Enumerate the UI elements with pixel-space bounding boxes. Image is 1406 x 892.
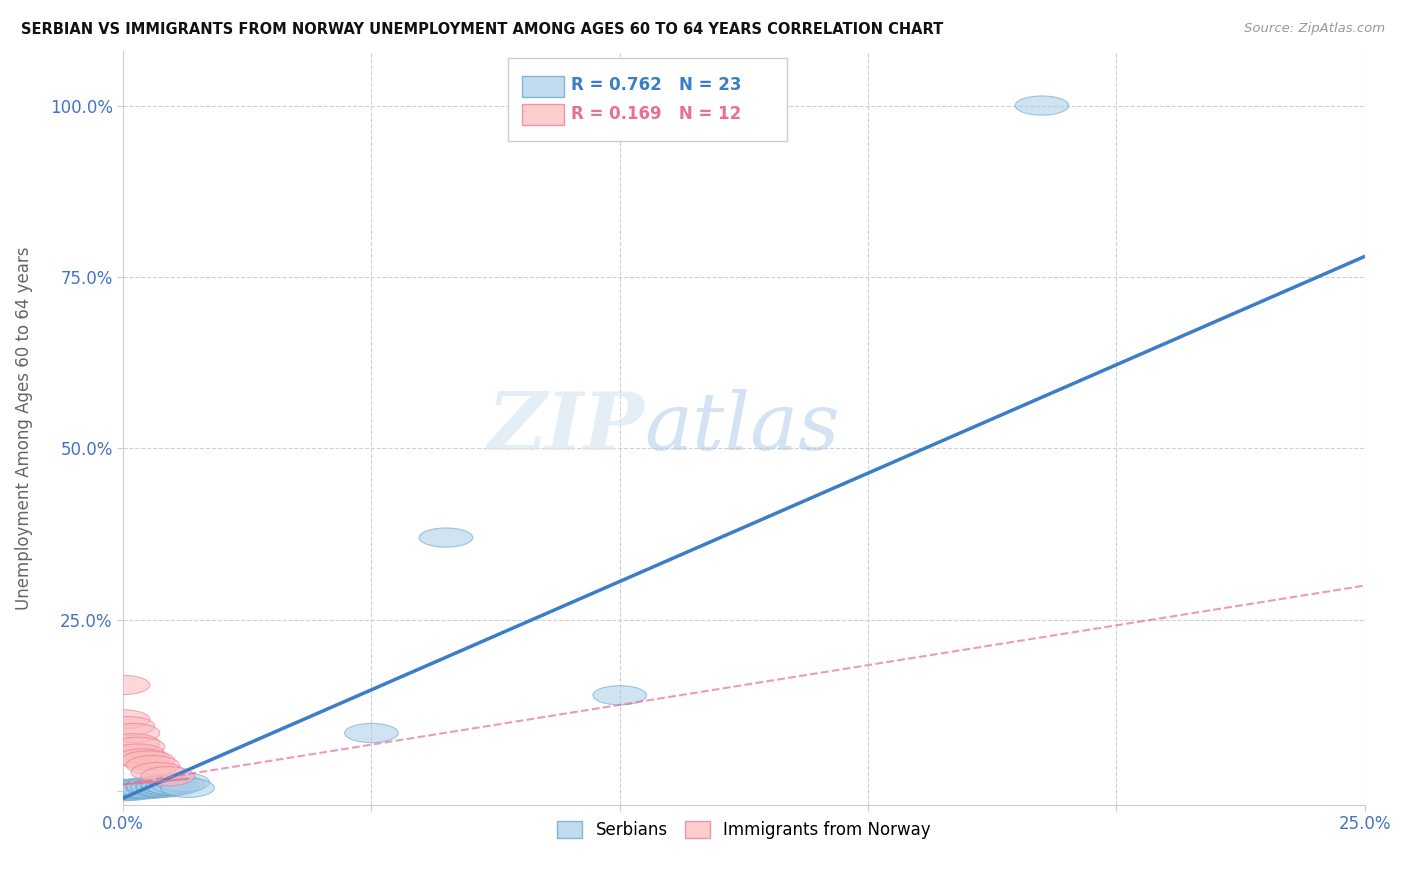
Legend: Serbians, Immigrants from Norway: Serbians, Immigrants from Norway: [551, 814, 938, 846]
Ellipse shape: [111, 744, 165, 764]
Ellipse shape: [160, 778, 215, 797]
Ellipse shape: [419, 528, 472, 547]
Ellipse shape: [127, 776, 180, 796]
Ellipse shape: [127, 778, 180, 797]
Ellipse shape: [107, 723, 160, 743]
Ellipse shape: [146, 776, 200, 796]
Ellipse shape: [141, 766, 194, 786]
Ellipse shape: [117, 748, 170, 768]
Ellipse shape: [127, 756, 180, 775]
Ellipse shape: [156, 772, 209, 792]
Ellipse shape: [101, 716, 155, 736]
Ellipse shape: [111, 780, 165, 799]
FancyBboxPatch shape: [522, 76, 564, 96]
Text: R = 0.169   N = 12: R = 0.169 N = 12: [571, 105, 741, 123]
FancyBboxPatch shape: [522, 104, 564, 126]
Ellipse shape: [136, 776, 190, 796]
Ellipse shape: [121, 780, 174, 799]
Ellipse shape: [136, 778, 190, 797]
Ellipse shape: [117, 779, 170, 798]
Text: SERBIAN VS IMMIGRANTS FROM NORWAY UNEMPLOYMENT AMONG AGES 60 TO 64 YEARS CORRELA: SERBIAN VS IMMIGRANTS FROM NORWAY UNEMPL…: [21, 22, 943, 37]
Text: atlas: atlas: [644, 389, 839, 467]
Ellipse shape: [101, 780, 155, 799]
Ellipse shape: [107, 781, 160, 800]
Ellipse shape: [593, 686, 647, 705]
Ellipse shape: [150, 775, 204, 794]
Ellipse shape: [141, 775, 194, 794]
Ellipse shape: [111, 737, 165, 756]
FancyBboxPatch shape: [508, 58, 787, 141]
Ellipse shape: [1015, 96, 1069, 115]
Y-axis label: Unemployment Among Ages 60 to 64 years: Unemployment Among Ages 60 to 64 years: [15, 246, 32, 609]
Ellipse shape: [344, 723, 398, 743]
Text: R = 0.762   N = 23: R = 0.762 N = 23: [571, 77, 742, 95]
Ellipse shape: [131, 778, 184, 797]
Ellipse shape: [107, 734, 160, 753]
Text: ZIP: ZIP: [488, 389, 644, 467]
Text: Source: ZipAtlas.com: Source: ZipAtlas.com: [1244, 22, 1385, 36]
Ellipse shape: [111, 778, 165, 797]
Ellipse shape: [141, 777, 194, 796]
Ellipse shape: [96, 780, 150, 799]
Ellipse shape: [96, 710, 150, 729]
Ellipse shape: [96, 675, 150, 695]
Ellipse shape: [96, 781, 150, 801]
Ellipse shape: [131, 763, 184, 781]
Ellipse shape: [121, 751, 174, 770]
